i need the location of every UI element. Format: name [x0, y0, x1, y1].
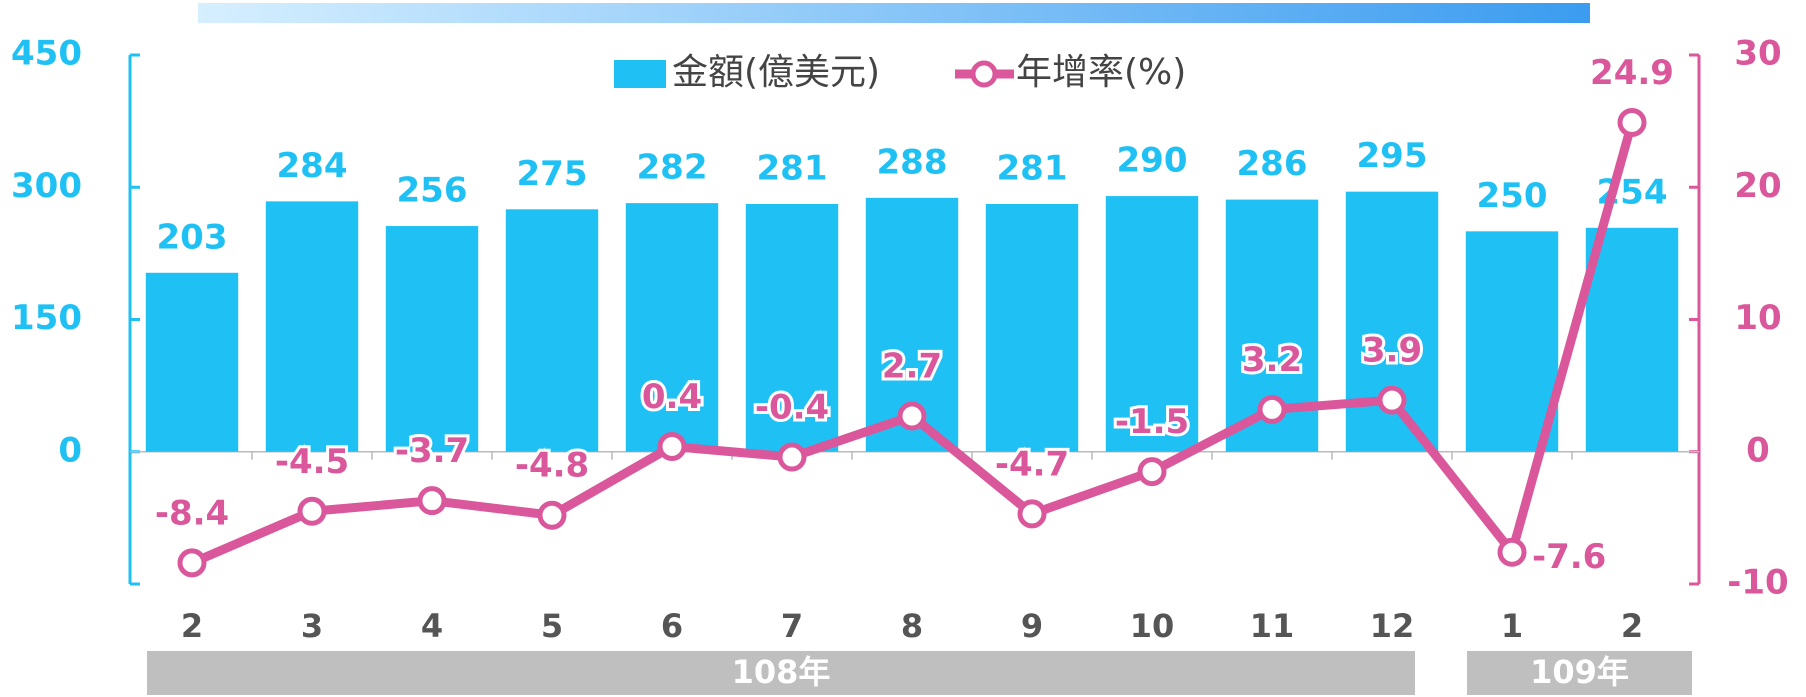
bar: [385, 226, 479, 452]
bar-value-label: 203: [157, 217, 228, 257]
bar: [625, 203, 719, 452]
y-tick-label: 0: [58, 430, 82, 470]
line-value-label: -0.4: [755, 388, 829, 428]
line-marker: [777, 442, 807, 472]
line-marker: [177, 548, 207, 578]
x-tick-label: 9: [1021, 607, 1043, 645]
line-marker: [657, 431, 687, 461]
line-marker: [417, 486, 447, 516]
x-tick-label: 4: [421, 607, 443, 645]
line-value-label: -4.7: [995, 444, 1069, 484]
line-value-label: -7.6: [1532, 537, 1606, 577]
bar-value-label: 256: [397, 171, 468, 211]
line-value-label: 3.9: [1362, 331, 1422, 371]
bar-value-label: 284: [277, 146, 348, 186]
bar-value-label: 281: [997, 149, 1068, 189]
legend-marker: [970, 60, 998, 88]
bar: [745, 204, 839, 452]
y2-tick-label: -10: [1727, 563, 1788, 603]
bar-value-label: 282: [637, 148, 708, 188]
y-tick-label: 150: [11, 298, 82, 338]
y2-tick-label: 30: [1734, 34, 1781, 74]
line-marker: [1257, 394, 1287, 424]
x-tick-label: 6: [661, 607, 683, 645]
group-label: 109年: [1530, 653, 1629, 691]
legend-swatch: [614, 60, 666, 88]
bar-value-label: 250: [1477, 176, 1548, 216]
y-tick-label: 300: [11, 166, 82, 206]
line-marker: [1137, 457, 1167, 487]
x-tick-label: 5: [541, 607, 563, 645]
group-label: 108年: [732, 653, 831, 691]
group-band: [1467, 651, 1692, 695]
bar-value-label: 288: [877, 142, 948, 182]
line-value-label: -4.5: [275, 442, 349, 482]
line-value-label: -4.8: [515, 446, 589, 486]
x-tick-label: 12: [1370, 607, 1415, 645]
bar: [265, 201, 359, 452]
x-tick-label: 1: [1501, 607, 1523, 645]
line-value-label: -8.4: [155, 493, 229, 533]
bar-value-label: 290: [1117, 141, 1188, 181]
bar-value-label: 281: [757, 149, 828, 189]
line-value-label: -3.7: [395, 431, 469, 471]
bar: [1105, 196, 1199, 452]
x-tick-label: 8: [901, 607, 923, 645]
line-value-label: 0.4: [642, 377, 702, 417]
y2-tick-label: 0: [1746, 430, 1770, 470]
y2-tick-label: 20: [1734, 166, 1781, 206]
line-value-label: -1.5: [1115, 402, 1189, 442]
line-marker: [537, 500, 567, 530]
x-tick-label: 10: [1130, 607, 1175, 645]
line-marker: [897, 401, 927, 431]
line-value-label: 24.9: [1590, 53, 1674, 93]
line-marker: [1497, 537, 1527, 567]
bar: [985, 204, 1079, 452]
x-tick-label: 7: [781, 607, 803, 645]
x-tick-label: 3: [301, 607, 323, 645]
x-tick-label: 2: [1621, 607, 1643, 645]
header-band: [198, 3, 1590, 23]
bar-value-label: 295: [1357, 136, 1428, 176]
y2-tick-label: 10: [1734, 298, 1781, 338]
bar-value-label: 286: [1237, 144, 1308, 184]
line-marker: [1377, 385, 1407, 415]
line-marker: [1617, 107, 1647, 137]
line-marker: [297, 496, 327, 526]
x-tick-label: 11: [1250, 607, 1295, 645]
legend-label: 金額(億美元): [672, 52, 880, 93]
bar: [505, 209, 599, 452]
bar-value-label: 275: [517, 154, 588, 194]
line-value-label: 2.7: [882, 347, 942, 387]
bar: [145, 272, 239, 452]
bar: [1465, 231, 1559, 452]
y-tick-label: 450: [11, 34, 82, 74]
line-marker: [1017, 499, 1047, 529]
x-tick-label: 2: [181, 607, 203, 645]
group-band: [147, 651, 1415, 695]
line-value-label: 3.2: [1242, 340, 1302, 380]
legend-label: 年增率(%): [1016, 52, 1186, 93]
bar: [1585, 227, 1679, 452]
